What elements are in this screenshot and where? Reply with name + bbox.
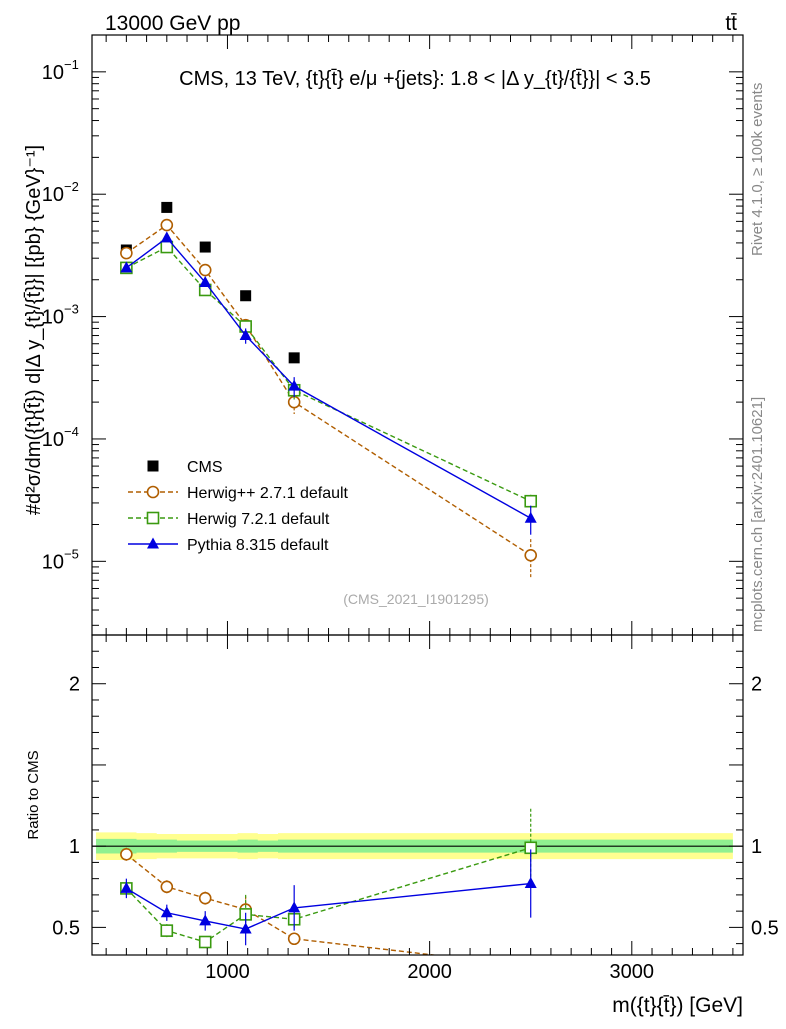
ratio-herwig-7-2-1-default-point bbox=[160, 924, 174, 937]
y-axis-label: #d²σ/dm({t}{t̄}) d|Δ y_{t}/{t̄}}| [{pb} … bbox=[23, 145, 45, 515]
pythia-8-315-default-point bbox=[288, 379, 301, 391]
cms-point bbox=[288, 352, 300, 364]
ratio-y-tick-label-right: 2 bbox=[751, 674, 762, 696]
ratio-frame bbox=[91, 634, 744, 956]
legend-herwig-7-2-1-default-label: Herwig 7.2.1 default bbox=[187, 511, 330, 528]
x-tick-label: 1000 bbox=[205, 961, 250, 983]
x-tick-label: 3000 bbox=[610, 961, 655, 983]
legend-pythia-8-315-default-label: Pythia 8.315 default bbox=[187, 537, 329, 554]
cms-point bbox=[161, 201, 173, 213]
ratio-y-tick-label-left: 1 bbox=[69, 836, 80, 858]
herwig-2-7-1-default-point bbox=[524, 549, 538, 562]
pythia-8-315-default-line bbox=[125, 236, 532, 519]
ratio-series-group bbox=[120, 808, 538, 955]
ratio-y-axis-label: Ratio to CMS bbox=[25, 750, 42, 839]
chart-title: CMS, 13 TeV, {t}{t̄} e/μ +{jets}: 1.8 < … bbox=[179, 68, 651, 90]
main-y-tick-exponent: −3 bbox=[64, 302, 79, 317]
herwig-7-2-1-default-point bbox=[524, 494, 538, 508]
ratio-herwig-2-7-1-default-point bbox=[287, 932, 301, 946]
ratio-pythia-8-315-default-point bbox=[199, 914, 212, 926]
x-axis-label: m({t}{t̄}) [GeV] bbox=[612, 994, 743, 1017]
ratio-herwig-7-2-1-default-line bbox=[125, 847, 531, 943]
ratio-y-tick-label-right: 0.5 bbox=[751, 917, 779, 939]
ratio-pythia-8-315-default-point bbox=[288, 901, 301, 913]
ratio-pythia-8-315-default-point bbox=[239, 922, 252, 934]
cms-point bbox=[240, 290, 252, 302]
pythia-8-315-default-point bbox=[120, 261, 133, 273]
ratio-y-tick-label-left: 0.5 bbox=[52, 917, 80, 939]
main-y-tick-label: 10 bbox=[42, 307, 64, 329]
main-y-tick-exponent: −2 bbox=[64, 179, 79, 194]
main-y-tick-label: 10 bbox=[42, 184, 64, 206]
herwig-2-7-1-default-point bbox=[120, 246, 133, 260]
main-series-group bbox=[120, 201, 538, 579]
main-y-tick-exponent: −5 bbox=[64, 546, 79, 561]
ratio-herwig-2-7-1-default-point bbox=[198, 891, 212, 905]
legend-pythia-8-315-default-marker bbox=[147, 537, 159, 549]
rivet-label: Rivet 4.1.0, ≥ 100k events bbox=[749, 83, 766, 256]
legend: CMS Herwig++ 2.7.1 default Herwig 7.2.1 de… bbox=[128, 459, 349, 554]
ratio-pythia-8-315-default-line bbox=[126, 882, 531, 930]
main-y-tick-exponent: −4 bbox=[64, 424, 79, 439]
legend-herwig-7-2-1-default-marker bbox=[146, 511, 160, 525]
cms-point bbox=[199, 241, 211, 253]
herwig-2-7-1-default-line bbox=[125, 224, 532, 556]
herwig-2-7-1-default-point bbox=[160, 218, 174, 232]
ratio-band-group bbox=[92, 832, 743, 860]
ratio-y-tick-label-right: 1 bbox=[751, 836, 762, 858]
process-label: tt̄ bbox=[725, 12, 737, 35]
pythia-8-315-default-point bbox=[524, 511, 537, 523]
main-axes-group: 10−110−210−310−410−5 bbox=[42, 34, 744, 636]
ratio-pythia-8-315-default-point bbox=[120, 881, 133, 893]
pythia-8-315-default-point bbox=[160, 231, 173, 243]
ratio-herwig-7-2-1-default-point bbox=[198, 935, 212, 949]
main-y-tick-label: 10 bbox=[42, 429, 64, 451]
ratio-herwig-2-7-1-default-point bbox=[120, 847, 133, 861]
main-y-tick-label: 10 bbox=[42, 62, 64, 84]
main-y-tick-label: 10 bbox=[42, 551, 64, 573]
legend-cms-label: CMS bbox=[187, 459, 223, 476]
ratio-y-tick-label-left: 2 bbox=[69, 674, 80, 696]
herwig-2-7-1-default-point bbox=[198, 263, 212, 277]
ratio-herwig-2-7-1-default-point bbox=[160, 880, 174, 894]
ratio-pythia-8-315-default-point bbox=[160, 906, 173, 918]
ratio-axes-group: 0.5 0.5 1 1 2 2 1000 2000 3000 bbox=[52, 634, 779, 983]
pythia-8-315-default-point bbox=[239, 329, 252, 341]
pythia-8-315-default-point bbox=[199, 275, 212, 287]
main-y-tick-exponent: −1 bbox=[64, 57, 79, 72]
mcplots-label: mcplots.cern.ch [arXiv:2401.10621] bbox=[749, 397, 766, 632]
analysis-watermark: (CMS_2021_I1901295) bbox=[343, 591, 489, 607]
legend-herwig-2-7-1-default-label: Herwig++ 2.7.1 default bbox=[187, 485, 349, 502]
ratio-herwig-2-7-1-default-line bbox=[125, 853, 440, 955]
legend-cms-marker bbox=[147, 460, 159, 472]
energy-label: 13000 GeV pp bbox=[105, 12, 240, 35]
x-tick-label: 2000 bbox=[407, 961, 452, 983]
legend-herwig-2-7-1-default-marker bbox=[146, 485, 160, 499]
ratio-pythia-8-315-default-point bbox=[524, 877, 537, 889]
